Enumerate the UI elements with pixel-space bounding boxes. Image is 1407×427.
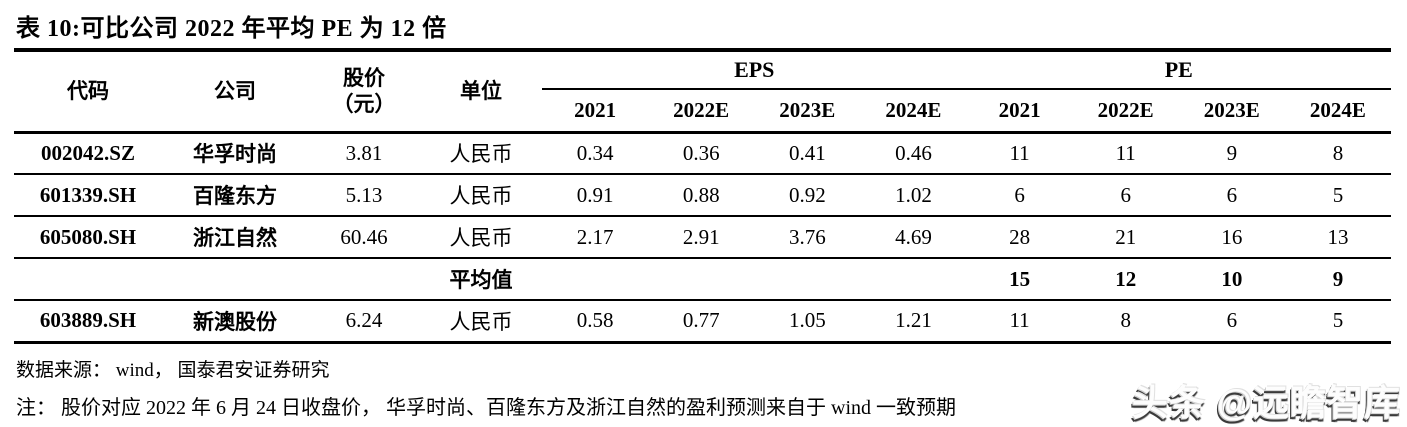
avg-pe-2021: 15 [966,258,1073,301]
pe-2023e: 16 [1178,216,1285,259]
avg-pe-2023e: 10 [1178,258,1285,301]
eps-2023e: 1.05 [754,300,861,344]
eps-2024e [860,258,967,301]
eps-2024e: 1.02 [860,174,967,217]
eps-2021: 2.17 [542,216,649,259]
table-row: 603889.SH 新澳股份 6.24 人民币 0.58 0.77 1.05 1… [14,300,1391,344]
watermark: 头条 @远瞻智库 [1131,382,1401,423]
stock-code: 601339.SH [14,174,162,217]
currency-unit: 人民币 [420,132,542,175]
pe-2021: 11 [966,132,1073,175]
pe-2024e: 5 [1284,300,1391,344]
eps-2022e: 0.88 [648,174,755,217]
data-source-line: 数据来源： wind， 国泰君安证券研究 [16,359,330,381]
pe-2023e: 9 [1178,132,1285,175]
eps-year-2023e: 2023E [754,89,861,134]
pe-2022e: 8 [1072,300,1179,344]
pe-2023e: 6 [1178,174,1285,217]
col-header-price: 股价 （元） [308,52,420,134]
eps-2024e: 4.69 [860,216,967,259]
group-header-pe: PE [966,52,1391,90]
pe-2022e: 11 [1072,132,1179,175]
eps-2022e [648,258,755,301]
table-row: 002042.SZ 华孚时尚 3.81 人民币 0.34 0.36 0.41 0… [14,132,1391,175]
pe-2023e: 6 [1178,300,1285,344]
pe-2021: 6 [966,174,1073,217]
eps-2022e: 0.36 [648,132,755,175]
eps-year-2022e: 2022E [648,89,755,134]
col-header-company: 公司 [162,52,308,134]
stock-price: 6.24 [308,300,420,344]
pe-2021: 11 [966,300,1073,344]
table-row: 605080.SH 浙江自然 60.46 人民币 2.17 2.91 3.76 … [14,216,1391,259]
avg-pe-2024e: 9 [1284,258,1391,301]
price-header-line2: （元） [332,92,396,117]
pe-year-2022e: 2022E [1072,89,1179,134]
col-header-unit: 单位 [420,52,542,134]
pe-year-2024e: 2024E [1284,89,1391,134]
pe-year-2023e: 2023E [1178,89,1285,134]
company-name: 百隆东方 [162,174,308,217]
pe-year-2021: 2021 [966,89,1073,134]
stock-price: 3.81 [308,132,420,175]
pe-2022e: 6 [1072,174,1179,217]
eps-2023e [754,258,861,301]
eps-2021: 0.91 [542,174,649,217]
group-header-row: 代码 公司 股价 （元） 单位 EPS PE [14,52,1391,134]
year-header-row: 2021 2022E 2023E 2024E 2021 2022E 2023E … [14,89,1391,134]
pe-2024e: 13 [1284,216,1391,259]
eps-2023e: 0.92 [754,174,861,217]
report-table-sheet: 表 10:可比公司 2022 年平均 PE 为 12 倍 代码 公司 股价 （元）… [14,0,1391,344]
stock-price: 5.13 [308,174,420,217]
company-name: 华孚时尚 [162,132,308,175]
eps-2022e: 2.91 [648,216,755,259]
eps-2023e: 3.76 [754,216,861,259]
currency-unit: 人民币 [420,216,542,259]
avg-pe-2022e: 12 [1072,258,1179,301]
average-row: 平均值 15 12 10 9 [14,258,1391,301]
currency-unit: 人民币 [420,300,542,344]
pe-2024e: 8 [1284,132,1391,175]
col-header-code: 代码 [14,52,162,134]
table-row: 601339.SH 百隆东方 5.13 人民币 0.91 0.88 0.92 1… [14,174,1391,217]
comparable-companies-table: 代码 公司 股价 （元） 单位 EPS PE 2021 2022E 2023E 2… [14,52,1391,344]
empty-cell [308,258,420,301]
eps-2021 [542,258,649,301]
note-line: 注： 股价对应 2022 年 6 月 24 日收盘价， 华孚时尚、百隆东方及浙江… [16,396,956,419]
pe-2021: 28 [966,216,1073,259]
company-name: 浙江自然 [162,216,308,259]
stock-code: 603889.SH [14,300,162,344]
empty-cell [162,258,308,301]
eps-2022e: 0.77 [648,300,755,344]
price-header-line1: 股价 [343,66,385,90]
table-title: 表 10:可比公司 2022 年平均 PE 为 12 倍 [14,0,1391,52]
empty-cell [14,258,162,301]
pe-2022e: 21 [1072,216,1179,259]
eps-2024e: 1.21 [860,300,967,344]
group-header-eps: EPS [542,52,967,90]
company-name: 新澳股份 [162,300,308,344]
eps-2024e: 0.46 [860,132,967,175]
eps-2021: 0.34 [542,132,649,175]
average-label: 平均值 [420,258,542,301]
stock-code: 605080.SH [14,216,162,259]
eps-2023e: 0.41 [754,132,861,175]
stock-code: 002042.SZ [14,132,162,175]
currency-unit: 人民币 [420,174,542,217]
eps-year-2024e: 2024E [860,89,967,134]
eps-year-2021: 2021 [542,89,649,134]
stock-price: 60.46 [308,216,420,259]
eps-2021: 0.58 [542,300,649,344]
pe-2024e: 5 [1284,174,1391,217]
